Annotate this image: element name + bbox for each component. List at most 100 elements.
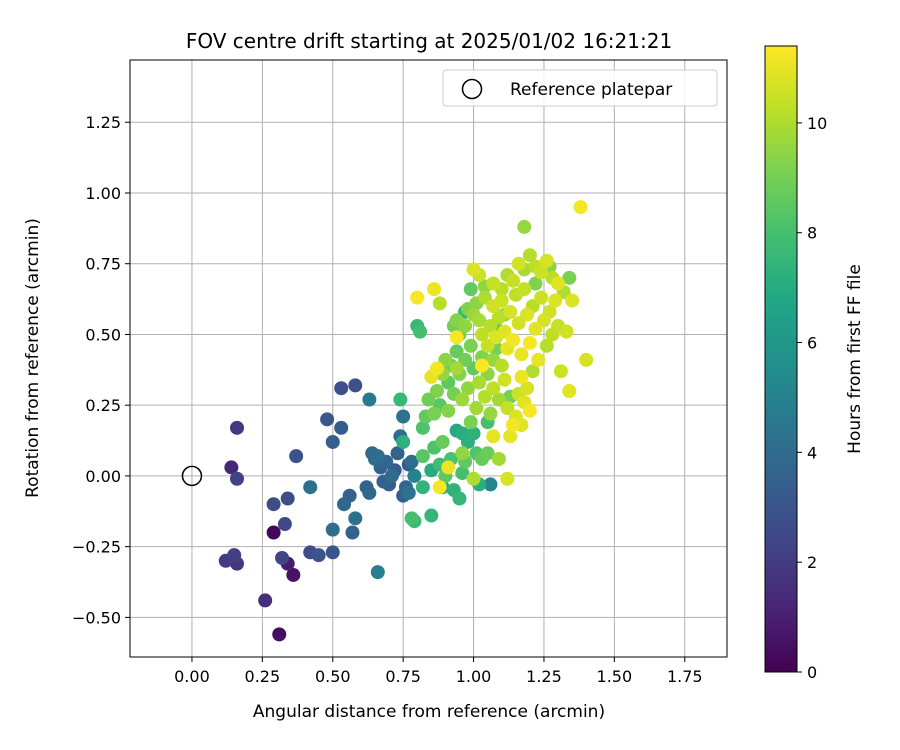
scatter-point <box>565 293 580 308</box>
scatter-point <box>579 352 594 367</box>
scatter-point <box>227 548 242 563</box>
scatter-point <box>505 273 520 288</box>
y-axis-ticks: −0.50 −0.25 0.00 0.25 0.50 0.75 1.00 1.25 <box>72 113 130 627</box>
scatter-point <box>362 485 377 500</box>
scatter-point <box>289 449 304 464</box>
scatter-point <box>480 338 495 353</box>
scatter-point <box>421 392 436 407</box>
scatter-point <box>562 270 577 285</box>
scatter-point <box>494 358 509 373</box>
scatter-point <box>325 522 340 537</box>
y-tick-label: 0.50 <box>85 325 121 344</box>
grid <box>130 60 727 657</box>
scatter-point <box>458 318 473 333</box>
colorbar-label: Hours from first FF file <box>845 264 865 454</box>
colorbar-ticks: 0 2 4 6 8 10 <box>797 114 827 682</box>
colorbar-tick-label: 2 <box>807 553 817 572</box>
scatter-point <box>514 369 529 384</box>
y-tick-label: 1.00 <box>85 184 121 203</box>
scatter-point <box>224 460 239 475</box>
x-tick-label: 1.25 <box>526 667 562 686</box>
scatter-point <box>429 384 444 399</box>
scatter-point <box>559 324 574 339</box>
scatter-point <box>320 412 335 427</box>
x-tick-label: 0.00 <box>174 667 210 686</box>
scatter-point <box>452 491 467 506</box>
scatter-point <box>275 550 290 565</box>
scatter-point <box>514 347 529 362</box>
x-tick-label: 1.75 <box>667 667 703 686</box>
scatter-point <box>477 290 492 305</box>
scatter-point <box>466 471 481 486</box>
scatter-point <box>463 338 478 353</box>
scatter-point <box>407 468 422 483</box>
chart-title: FOV centre drift starting at 2025/01/02 … <box>186 29 672 53</box>
scatter-point <box>449 344 464 359</box>
x-axis-label: Angular distance from reference (arcmin) <box>253 702 605 722</box>
scatter-point <box>500 471 515 486</box>
scatter-point <box>469 401 484 416</box>
scatter-point <box>528 276 543 291</box>
scatter-point <box>551 276 566 291</box>
scatter-point <box>503 304 518 319</box>
scatter-point <box>404 511 419 526</box>
scatter-point <box>522 248 537 263</box>
scatter-point <box>472 313 487 328</box>
scatter-point <box>520 307 535 322</box>
scatter-point <box>413 324 428 339</box>
scatter-point <box>486 381 501 396</box>
scatter-point <box>348 378 363 393</box>
scatter-point <box>520 381 535 396</box>
scatter-point <box>534 265 549 280</box>
reference-platepar-marker <box>181 465 203 487</box>
scatter-point <box>449 361 464 376</box>
scatter-point <box>466 262 481 277</box>
scatter-point <box>491 392 506 407</box>
scatter-point <box>466 426 481 441</box>
scatter-point <box>522 403 537 418</box>
scatter-point <box>472 375 487 390</box>
plot-frame <box>129 59 728 658</box>
scatter-point <box>334 381 349 396</box>
legend-entry-reference-platepar: Reference platepar <box>510 80 672 100</box>
scatter-point <box>458 352 473 367</box>
scatter-point <box>337 497 352 512</box>
scatter-point <box>410 290 425 305</box>
scatter-point <box>334 420 349 435</box>
scatter-point <box>266 497 281 512</box>
scatter-point <box>511 256 526 271</box>
x-tick-label: 1.50 <box>597 667 633 686</box>
scatter-point <box>463 415 478 430</box>
scatter-point <box>396 434 411 449</box>
x-tick-label: 0.75 <box>385 667 421 686</box>
scatter-point <box>272 627 287 642</box>
scatter-point <box>505 417 520 432</box>
scatter-point <box>536 313 551 328</box>
x-tick-label: 1.00 <box>456 667 492 686</box>
scatter-point <box>345 525 360 540</box>
scatter-point <box>404 454 419 469</box>
scatter-point <box>539 253 554 268</box>
scatter-point <box>483 318 498 333</box>
scatter-point <box>539 338 554 353</box>
y-tick-label: −0.50 <box>72 608 121 627</box>
colorbar-tick-label: 4 <box>807 443 817 462</box>
scatter-point <box>486 276 501 291</box>
scatter-point <box>286 567 301 582</box>
scatter-point <box>390 446 405 461</box>
scatter-point <box>427 282 442 297</box>
scatter-point <box>475 358 490 373</box>
scatter-point <box>370 449 385 464</box>
scatter-point <box>480 446 495 461</box>
legend: Reference platepar <box>442 69 718 107</box>
scatter-point <box>491 310 506 325</box>
scatter-point <box>528 321 543 336</box>
scatter-point <box>455 392 470 407</box>
y-axis-label: Rotation from reference (arcmin) <box>23 218 43 498</box>
scatter-point <box>258 593 273 608</box>
scatter-point <box>503 429 518 444</box>
scatter-point <box>477 389 492 404</box>
legend-box <box>442 69 718 107</box>
scatter-point <box>455 446 470 461</box>
scatter-point <box>303 480 318 495</box>
